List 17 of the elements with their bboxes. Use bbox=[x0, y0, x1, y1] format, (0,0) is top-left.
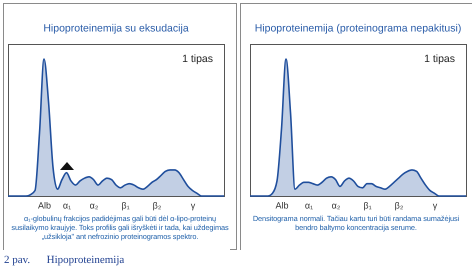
x-tick-label: β₁ bbox=[363, 200, 372, 210]
x-tick-label: Alb bbox=[275, 200, 289, 210]
x-tick-label: Alb bbox=[38, 200, 52, 210]
x-tick-label: β₂ bbox=[152, 200, 162, 210]
x-tick-label: β₂ bbox=[394, 200, 404, 210]
text: 2 pav. Hipoproteinemija bbox=[4, 254, 124, 266]
x-tick-label: β₁ bbox=[121, 200, 130, 210]
x-tick-label: γ bbox=[190, 200, 196, 210]
annotation: 1 tipas bbox=[182, 53, 213, 65]
x-tick-label: α₁ bbox=[62, 200, 72, 210]
x-tick-label: γ bbox=[432, 200, 438, 210]
chart-title: Hipoproteinemija (proteinograma nepakitusi) bbox=[254, 22, 462, 34]
x-tick-label: α₂ bbox=[332, 200, 341, 210]
x-tick-label: α₁ bbox=[304, 200, 314, 210]
annotation: 1 tipas bbox=[424, 53, 455, 65]
chart-title: Hipoproteinemija su eksudacija bbox=[43, 22, 189, 34]
x-tick-label: α₂ bbox=[90, 200, 99, 210]
